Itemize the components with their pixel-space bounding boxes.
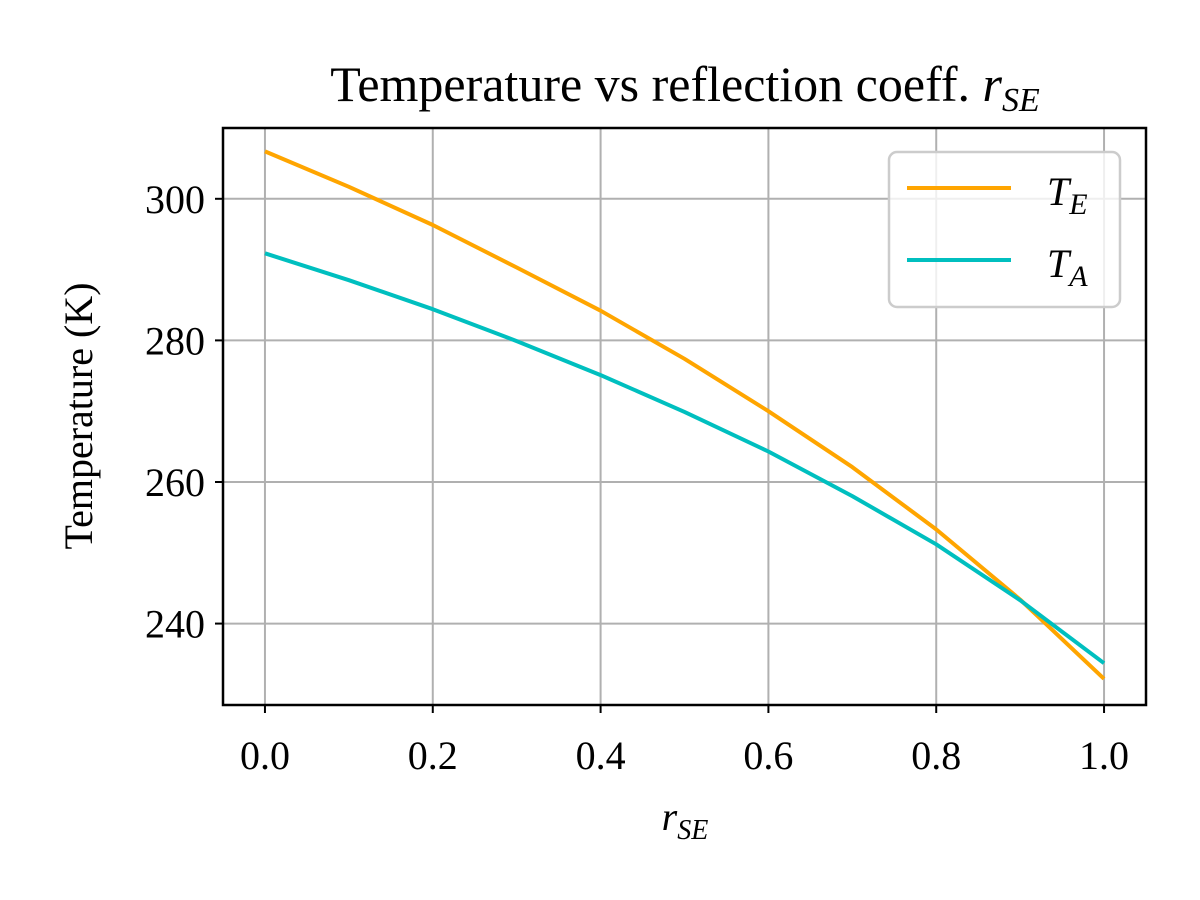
chart-title-math-sub: SE: [1002, 82, 1040, 119]
x-axis-label: rSE: [662, 794, 709, 846]
x-tick-label: 0.2: [408, 733, 458, 778]
y-tick-label: 280: [145, 318, 205, 363]
series-line-t-e: [264, 149, 1106, 681]
x-tick-label: 0.8: [911, 733, 961, 778]
series-line-t-a: [264, 251, 1106, 665]
y-tick-label: 260: [145, 460, 205, 505]
legend: TE TA: [887, 150, 1122, 309]
chart-title-math: r: [982, 56, 1002, 112]
plot-series: [264, 149, 1106, 681]
y-tick-label: 300: [145, 177, 205, 222]
plot-frame: [221, 126, 1148, 707]
legend-box: [887, 150, 1122, 309]
y-axis-label: Temperature (K): [56, 282, 101, 549]
legend-label-ta: TA: [1047, 241, 1088, 293]
x-tick-label: 0.6: [743, 733, 793, 778]
legend-label-te: TE: [1047, 169, 1088, 221]
y-tick-label: 240: [145, 602, 205, 647]
x-tick-label: 0.4: [576, 733, 626, 778]
x-tick-label: 0.0: [240, 733, 290, 778]
x-axis-label-base: r: [662, 794, 678, 839]
axis-ticks: 0.0 0.2 0.4 0.6 0.8 1.0 240 260 280 300: [145, 177, 1129, 778]
x-tick-label: 1.0: [1079, 733, 1129, 778]
chart-title: Temperature vs reflection coeff. rSE: [330, 56, 1040, 119]
x-axis-label-sub: SE: [677, 815, 708, 846]
